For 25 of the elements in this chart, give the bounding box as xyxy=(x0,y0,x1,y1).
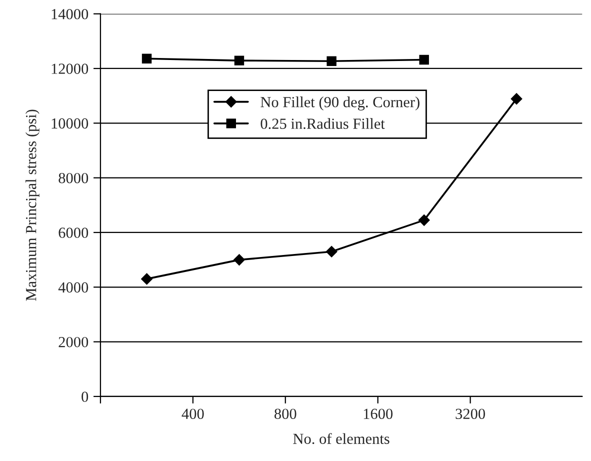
x-tick-label: 800 xyxy=(274,408,296,420)
y-tick-label: 2000 xyxy=(58,336,88,348)
point xyxy=(418,214,430,226)
y-tick-label: 14000 xyxy=(52,8,88,20)
x-axis-title: No. of elements xyxy=(293,433,390,444)
point xyxy=(234,56,244,66)
y-tick-label: 10000 xyxy=(52,118,88,129)
point xyxy=(326,246,338,258)
y-tick-label: 12000 xyxy=(52,64,88,74)
x-tick-label: 3200 xyxy=(456,408,486,420)
point xyxy=(510,93,522,104)
point xyxy=(141,273,152,285)
point xyxy=(326,56,336,66)
y-tick-label: 6000 xyxy=(58,228,88,238)
point xyxy=(234,254,245,266)
x-tick-label: 400 xyxy=(182,408,204,420)
legend-label: 0.25 in.Radius Fillet xyxy=(260,118,385,129)
y-tick-label: 8000 xyxy=(58,172,88,184)
point xyxy=(419,54,429,65)
y-tick-label: 0 xyxy=(82,392,88,402)
legend-label: No Fillet (90 deg. Corner) xyxy=(260,96,420,110)
x-tick-label: 1600 xyxy=(364,408,393,420)
y-axis-title: Maximum Principal stress (psi) xyxy=(26,110,40,301)
point xyxy=(142,54,152,64)
y-tick-label: 4000 xyxy=(58,282,88,293)
